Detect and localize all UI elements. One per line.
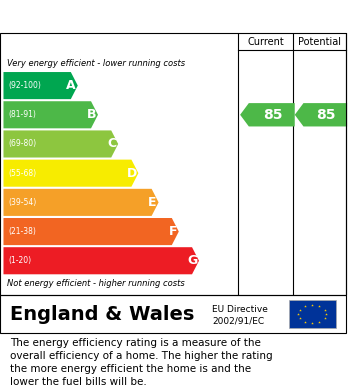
Polygon shape (240, 103, 295, 126)
Bar (289, 300, 336, 328)
Text: Potential: Potential (298, 36, 341, 47)
Text: E: E (148, 196, 157, 209)
Text: The energy efficiency rating is a measure of the
overall efficiency of a home. T: The energy efficiency rating is a measur… (10, 338, 273, 387)
Text: 85: 85 (316, 108, 336, 122)
Text: D: D (126, 167, 137, 180)
Text: F: F (168, 225, 177, 238)
Text: 2002/91/EC: 2002/91/EC (212, 316, 264, 325)
Text: Very energy efficient - lower running costs: Very energy efficient - lower running co… (7, 59, 185, 68)
Text: (69-80): (69-80) (9, 140, 37, 149)
Text: EU Directive: EU Directive (212, 305, 268, 314)
Polygon shape (3, 218, 179, 245)
Polygon shape (3, 72, 78, 99)
Polygon shape (3, 131, 118, 158)
Text: G: G (187, 254, 197, 267)
Text: Not energy efficient - higher running costs: Not energy efficient - higher running co… (7, 279, 185, 288)
Text: Energy Efficiency Rating: Energy Efficiency Rating (10, 9, 220, 24)
Text: (39-54): (39-54) (9, 198, 37, 207)
Text: (81-91): (81-91) (9, 110, 37, 119)
Polygon shape (3, 247, 199, 274)
Text: England & Wales: England & Wales (10, 305, 195, 323)
Text: (55-68): (55-68) (9, 169, 37, 178)
Text: (92-100): (92-100) (9, 81, 41, 90)
Polygon shape (3, 189, 159, 216)
Polygon shape (295, 103, 347, 126)
Text: B: B (87, 108, 96, 121)
Polygon shape (3, 101, 98, 128)
Polygon shape (3, 160, 139, 187)
Text: 85: 85 (263, 108, 283, 122)
Text: A: A (66, 79, 76, 92)
Text: (1-20): (1-20) (9, 256, 32, 265)
Text: C: C (107, 138, 117, 151)
Text: (21-38): (21-38) (9, 227, 37, 236)
Text: Current: Current (247, 36, 284, 47)
